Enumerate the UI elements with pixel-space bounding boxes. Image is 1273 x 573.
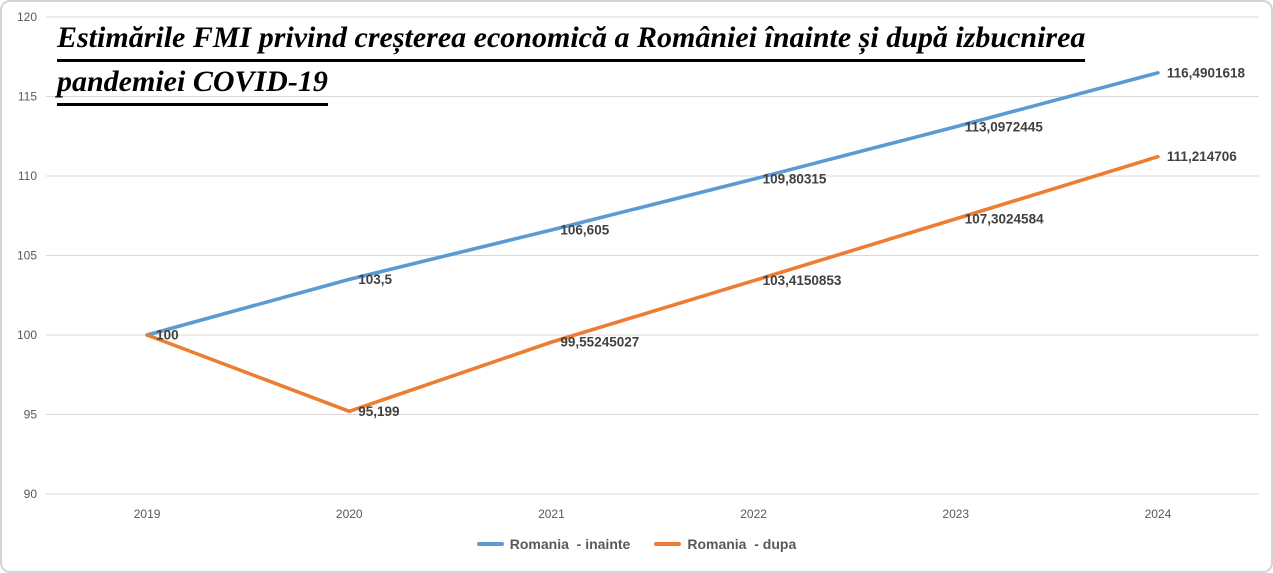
y-axis-tick-label: 90	[24, 487, 38, 501]
x-axis-tick-label: 2023	[942, 507, 969, 521]
y-axis-tick-label: 110	[18, 169, 37, 183]
legend-item-romania-dupa: Romania - dupa	[654, 536, 796, 552]
legend-label-romania-inainte: Romania - inainte	[509, 536, 631, 552]
data-label: 103,5	[358, 272, 392, 287]
x-axis-tick-label: 2020	[336, 507, 363, 521]
chart-legend: Romania - inainte Romania - dupa	[2, 536, 1271, 552]
data-label: 103,4150853	[763, 273, 842, 288]
chart-title-line-2: pandemiei COVID-19	[57, 62, 1085, 106]
series-line-romania-dupa	[145, 154, 1160, 414]
data-label: 107,3024584	[965, 211, 1044, 226]
chart-title-line-1: Estimările FMI privind creșterea economi…	[57, 18, 1086, 62]
x-axis-tick-label: 2022	[740, 507, 767, 521]
data-label: 116,4901618	[1167, 65, 1246, 80]
chart-title: Estimările FMI privind creșterea economi…	[57, 18, 1086, 106]
series-line-romania-inainte	[145, 71, 1160, 337]
y-axis-tick-label: 100	[17, 328, 37, 342]
data-label: 99,55245027	[560, 335, 639, 350]
x-axis-tick-label: 2021	[538, 507, 565, 521]
y-axis-tick-label: 95	[24, 408, 38, 422]
legend-key-line-orange-icon	[654, 542, 682, 546]
legend-key-line-blue-icon	[476, 542, 504, 546]
data-label: 95,199	[358, 404, 399, 419]
x-axis-tick-label: 2024	[1145, 507, 1172, 521]
data-label: 111,214706	[1167, 149, 1237, 164]
data-label: 100	[156, 328, 179, 343]
legend-item-romania-inainte: Romania - inainte	[476, 536, 631, 552]
data-label: 106,605	[560, 222, 609, 237]
y-axis-tick-label: 120	[17, 10, 37, 24]
x-axis-tick-label: 2019	[134, 507, 161, 521]
legend-label-romania-dupa: Romania - dupa	[687, 536, 797, 552]
data-label: 109,80315	[763, 172, 827, 187]
y-axis-tick-label: 105	[17, 249, 37, 263]
y-axis-tick-label: 115	[18, 90, 37, 104]
data-label: 113,0972445	[965, 119, 1044, 134]
